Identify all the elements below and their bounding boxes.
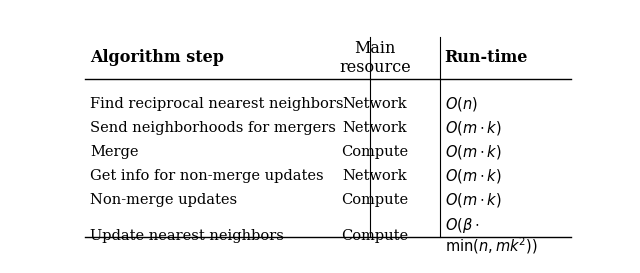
Text: Get info for non-merge updates: Get info for non-merge updates [90, 169, 324, 183]
Text: Network: Network [343, 169, 408, 183]
Text: $O(n)$: $O(n)$ [445, 95, 477, 113]
Text: Run-time: Run-time [445, 49, 528, 67]
Text: $O(m \cdot k)$: $O(m \cdot k)$ [445, 119, 501, 137]
Text: Network: Network [343, 97, 408, 111]
Text: Update nearest neighbors: Update nearest neighbors [90, 229, 284, 243]
Text: Find reciprocal nearest neighbors: Find reciprocal nearest neighbors [90, 97, 344, 111]
Text: $O(m \cdot k)$: $O(m \cdot k)$ [445, 167, 501, 185]
Text: Non-merge updates: Non-merge updates [90, 193, 237, 207]
Text: $O(m \cdot k)$: $O(m \cdot k)$ [445, 143, 501, 161]
Text: Compute: Compute [342, 145, 409, 159]
Text: Compute: Compute [342, 193, 409, 207]
Text: Main
resource: Main resource [339, 40, 411, 76]
Text: $\mathrm{min}(n, mk^2))$: $\mathrm{min}(n, mk^2))$ [445, 235, 538, 256]
Text: $O(m \cdot k)$: $O(m \cdot k)$ [445, 191, 501, 209]
Text: Send neighborhoods for mergers: Send neighborhoods for mergers [90, 121, 336, 135]
Text: Algorithm step: Algorithm step [90, 49, 224, 67]
Text: $O(\beta\cdot$: $O(\beta\cdot$ [445, 216, 479, 235]
Text: Compute: Compute [342, 229, 409, 243]
Text: Network: Network [343, 121, 408, 135]
Text: Merge: Merge [90, 145, 138, 159]
